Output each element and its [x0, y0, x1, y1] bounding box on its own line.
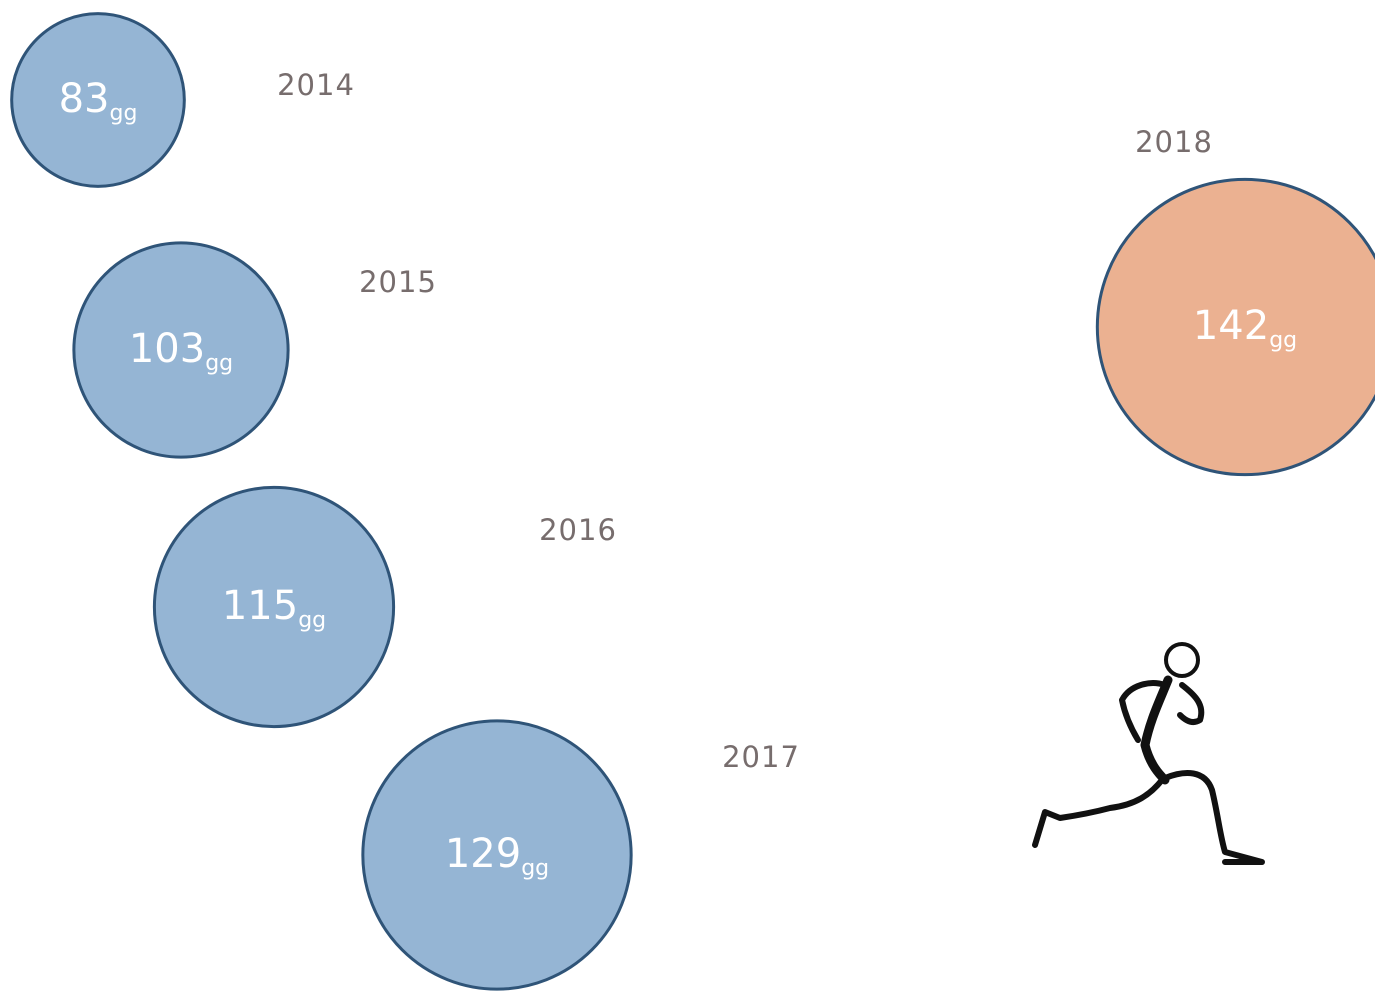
bubble-value: 103 [129, 326, 205, 372]
bubble-value: 115 [222, 583, 298, 629]
bubble-unit: gg [205, 351, 233, 376]
bubble-unit: gg [109, 101, 137, 126]
bubble-value: 129 [445, 831, 521, 877]
bubble-label: 103gg [129, 326, 233, 376]
bubble-unit: gg [521, 856, 549, 881]
year-label: 2018 [1135, 125, 1213, 159]
bubble-value: 142 [1193, 303, 1269, 349]
bubble-label: 129gg [445, 831, 549, 881]
year-label: 2017 [722, 740, 800, 774]
bubble [10, 12, 186, 188]
bubble-unit: gg [1269, 328, 1297, 353]
bubble-label: 142gg [1193, 303, 1297, 353]
year-label: 2014 [277, 68, 355, 102]
year-label: 2015 [359, 265, 437, 299]
bubble-label: 83gg [59, 76, 138, 126]
bubble [72, 241, 290, 459]
bubble-unit: gg [298, 608, 326, 633]
bubble-value: 83 [59, 76, 110, 122]
bubble [1095, 177, 1375, 477]
bubble-label: 115gg [222, 583, 326, 633]
year-label: 2016 [539, 513, 617, 547]
runner-icon [1032, 642, 1265, 865]
bubble [152, 485, 396, 729]
bubble [361, 719, 633, 991]
